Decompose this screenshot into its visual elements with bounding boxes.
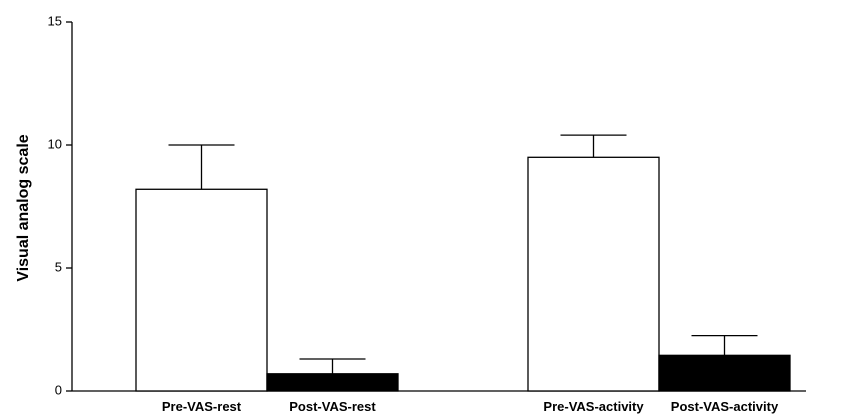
y-tick-label: 0 [55,382,62,397]
bar [527,156,660,392]
category-label: Pre-VAS-rest [162,399,242,414]
y-axis-title: Visual analog scale [15,134,32,281]
bar [135,188,268,392]
category-label: Pre-VAS-activity [543,399,644,414]
category-label: Post-VAS-rest [289,399,376,414]
category-labels: Pre-VAS-rest Post-VAS-rest Pre-VAS-activit… [162,399,779,414]
category-label: Post-VAS-activity [671,399,779,414]
bar [266,373,399,392]
y-tick-label: 5 [55,259,62,274]
bars [135,134,791,392]
bar [658,354,791,392]
y-tick-label: 15 [48,13,62,28]
y-tick-label: 10 [48,136,62,151]
